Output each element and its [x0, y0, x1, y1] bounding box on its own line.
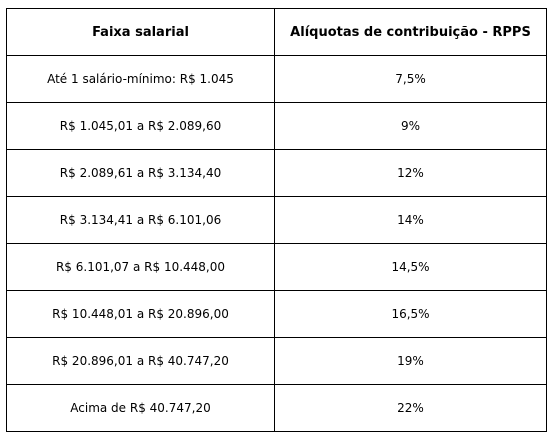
cell-aliquota: 9% — [274, 102, 547, 150]
cell-faixa: R$ 20.896,01 a R$ 40.747,20 — [6, 337, 275, 385]
cell-aliquota: 7,5% — [274, 55, 547, 103]
cell-faixa: Acima de R$ 40.747,20 — [6, 384, 275, 432]
cell-faixa: R$ 10.448,01 a R$ 20.896,00 — [6, 290, 275, 338]
contribution-rates-table: Faixa salarial Alíquotas de contribuição… — [6, 8, 547, 432]
cell-faixa: R$ 2.089,61 a R$ 3.134,40 — [6, 149, 275, 197]
table-row: R$ 1.045,01 a R$ 2.089,60 9% — [6, 102, 547, 150]
cell-faixa: R$ 6.101,07 a R$ 10.448,00 — [6, 243, 275, 291]
table-row: R$ 2.089,61 a R$ 3.134,40 12% — [6, 149, 547, 197]
header-aliquotas: Alíquotas de contribuição - RPPS — [274, 8, 547, 56]
table-row: Até 1 salário-mínimo: R$ 1.045 7,5% — [6, 55, 547, 103]
cell-aliquota: 19% — [274, 337, 547, 385]
table-row: R$ 10.448,01 a R$ 20.896,00 16,5% — [6, 290, 547, 338]
cell-aliquota: 14,5% — [274, 243, 547, 291]
cell-aliquota: 12% — [274, 149, 547, 197]
table-row: R$ 6.101,07 a R$ 10.448,00 14,5% — [6, 243, 547, 291]
cell-faixa: R$ 1.045,01 a R$ 2.089,60 — [6, 102, 275, 150]
header-faixa-salarial: Faixa salarial — [6, 8, 275, 56]
cell-aliquota: 14% — [274, 196, 547, 244]
cell-aliquota: 22% — [274, 384, 547, 432]
cell-aliquota: 16,5% — [274, 290, 547, 338]
table-header-row: Faixa salarial Alíquotas de contribuição… — [6, 8, 547, 56]
table-row: R$ 3.134,41 a R$ 6.101,06 14% — [6, 196, 547, 244]
table-row: R$ 20.896,01 a R$ 40.747,20 19% — [6, 337, 547, 385]
table-row: Acima de R$ 40.747,20 22% — [6, 384, 547, 432]
cell-faixa: R$ 3.134,41 a R$ 6.101,06 — [6, 196, 275, 244]
cell-faixa: Até 1 salário-mínimo: R$ 1.045 — [6, 55, 275, 103]
